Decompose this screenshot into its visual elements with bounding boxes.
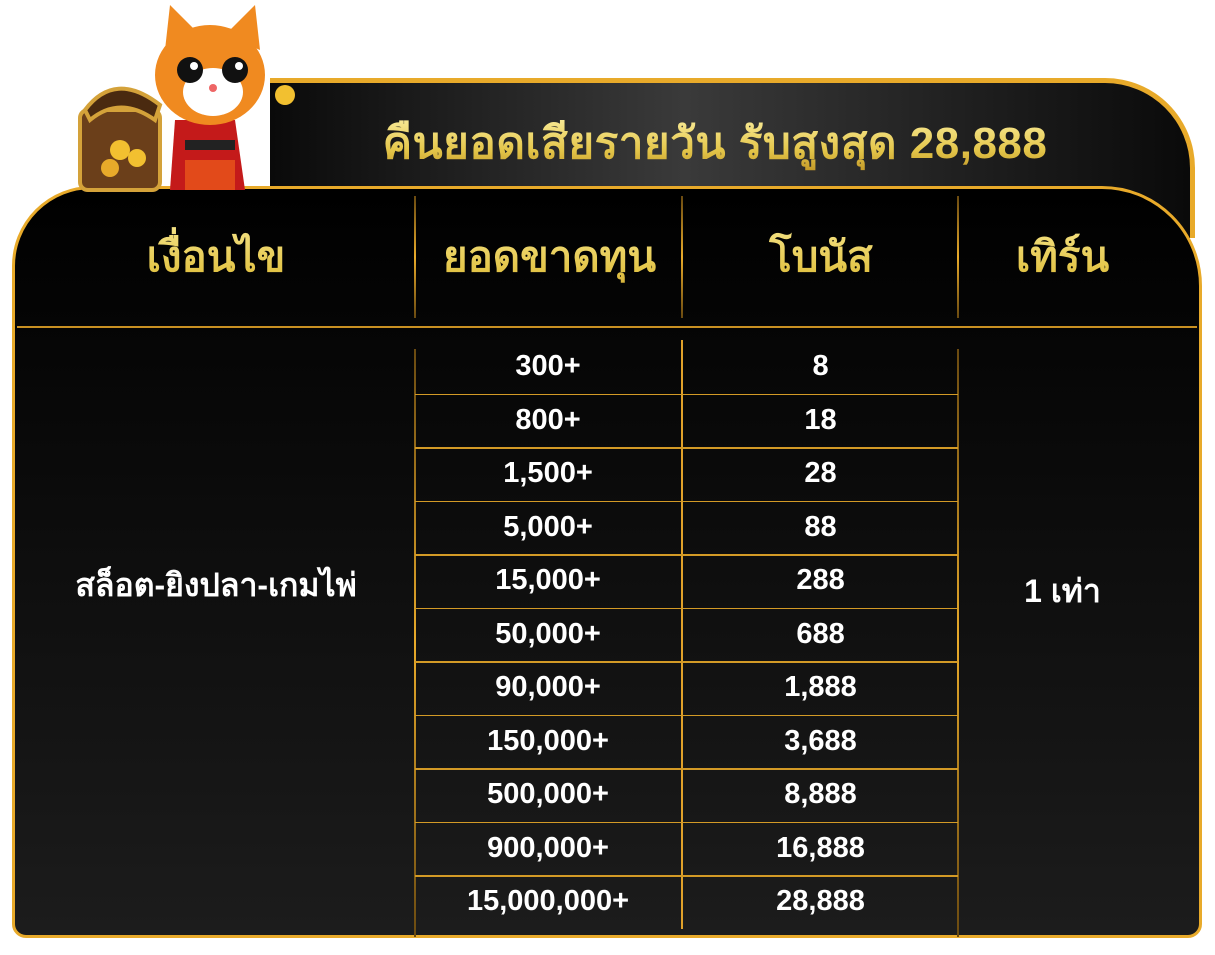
table-row: 15,000,000+ 28,888 xyxy=(415,875,958,929)
promo-title: คืนยอดเสียรายวัน รับสูงสุด 28,888 xyxy=(300,108,1130,178)
row-divider xyxy=(415,821,958,823)
header-divider xyxy=(681,196,683,318)
table-row: 1,500+ 28 xyxy=(415,447,958,501)
turnover-text: 1 เท่า xyxy=(1024,573,1101,609)
table-row: 5,000+ 88 xyxy=(415,500,958,554)
table-row: 150,000+ 3,688 xyxy=(415,714,958,768)
bonus-cell: 8,888 xyxy=(784,778,857,811)
table-row: 50,000+ 688 xyxy=(415,607,958,661)
column-divider xyxy=(414,349,416,937)
loss-amount-cell: 50,000+ xyxy=(415,607,684,661)
bonus-cell: 18 xyxy=(804,403,837,436)
row-divider xyxy=(415,875,958,877)
column-divider xyxy=(957,349,959,937)
header-turnover: เทิร์น xyxy=(960,195,1165,318)
table-row: 500,000+ 8,888 xyxy=(415,768,958,822)
table-row: 900,000+ 16,888 xyxy=(415,821,958,875)
header-condition: เงื่อนไข xyxy=(17,195,415,318)
loss-amount-cell: 150,000+ xyxy=(415,714,684,768)
table-row: 300+ 8 xyxy=(415,340,958,394)
mascot-cat-icon xyxy=(78,5,295,192)
row-divider xyxy=(415,768,958,770)
bonus-cell: 288 xyxy=(796,564,845,597)
bonus-cell: 8 xyxy=(812,350,829,383)
table-row: 800+ 18 xyxy=(415,393,958,447)
bonus-cell: 1,888 xyxy=(784,671,857,704)
header-bonus: โบนัส xyxy=(684,195,958,318)
table-row: 15,000+ 288 xyxy=(415,554,958,608)
header-separator xyxy=(17,326,1197,328)
bonus-cell: 688 xyxy=(796,617,845,650)
loss-amount-cell: 15,000+ xyxy=(415,554,684,608)
row-divider xyxy=(415,661,958,663)
condition-text: สล็อต-ยิงปลา-เกมไพ่ xyxy=(75,567,357,603)
row-divider xyxy=(415,393,958,395)
loss-amount-cell: 1,500+ xyxy=(415,447,684,501)
header-divider xyxy=(414,196,416,318)
bonus-cell: 16,888 xyxy=(776,831,865,864)
row-divider xyxy=(415,607,958,609)
row-divider xyxy=(415,447,958,449)
row-divider xyxy=(415,500,958,502)
bonus-cell: 88 xyxy=(804,510,837,543)
loss-amount-cell: 90,000+ xyxy=(415,661,684,715)
promo-table-panel xyxy=(12,186,1202,938)
row-divider xyxy=(415,714,958,716)
loss-amount-cell: 500,000+ xyxy=(415,768,684,822)
row-divider xyxy=(415,554,958,556)
table-row: 90,000+ 1,888 xyxy=(415,661,958,715)
loss-amount-cell: 5,000+ xyxy=(415,500,684,554)
bonus-cell: 28,888 xyxy=(776,885,865,918)
loss-amount-cell: 300+ xyxy=(415,340,684,394)
header-loss-amount: ยอดขาดทุน xyxy=(417,195,682,318)
bonus-cell: 3,688 xyxy=(784,724,857,757)
bonus-cell: 28 xyxy=(804,457,837,490)
loss-amount-cell: 900,000+ xyxy=(415,821,684,875)
header-divider xyxy=(957,196,959,318)
loss-amount-cell: 800+ xyxy=(415,393,684,447)
loss-amount-cell: 15,000,000+ xyxy=(415,875,684,929)
